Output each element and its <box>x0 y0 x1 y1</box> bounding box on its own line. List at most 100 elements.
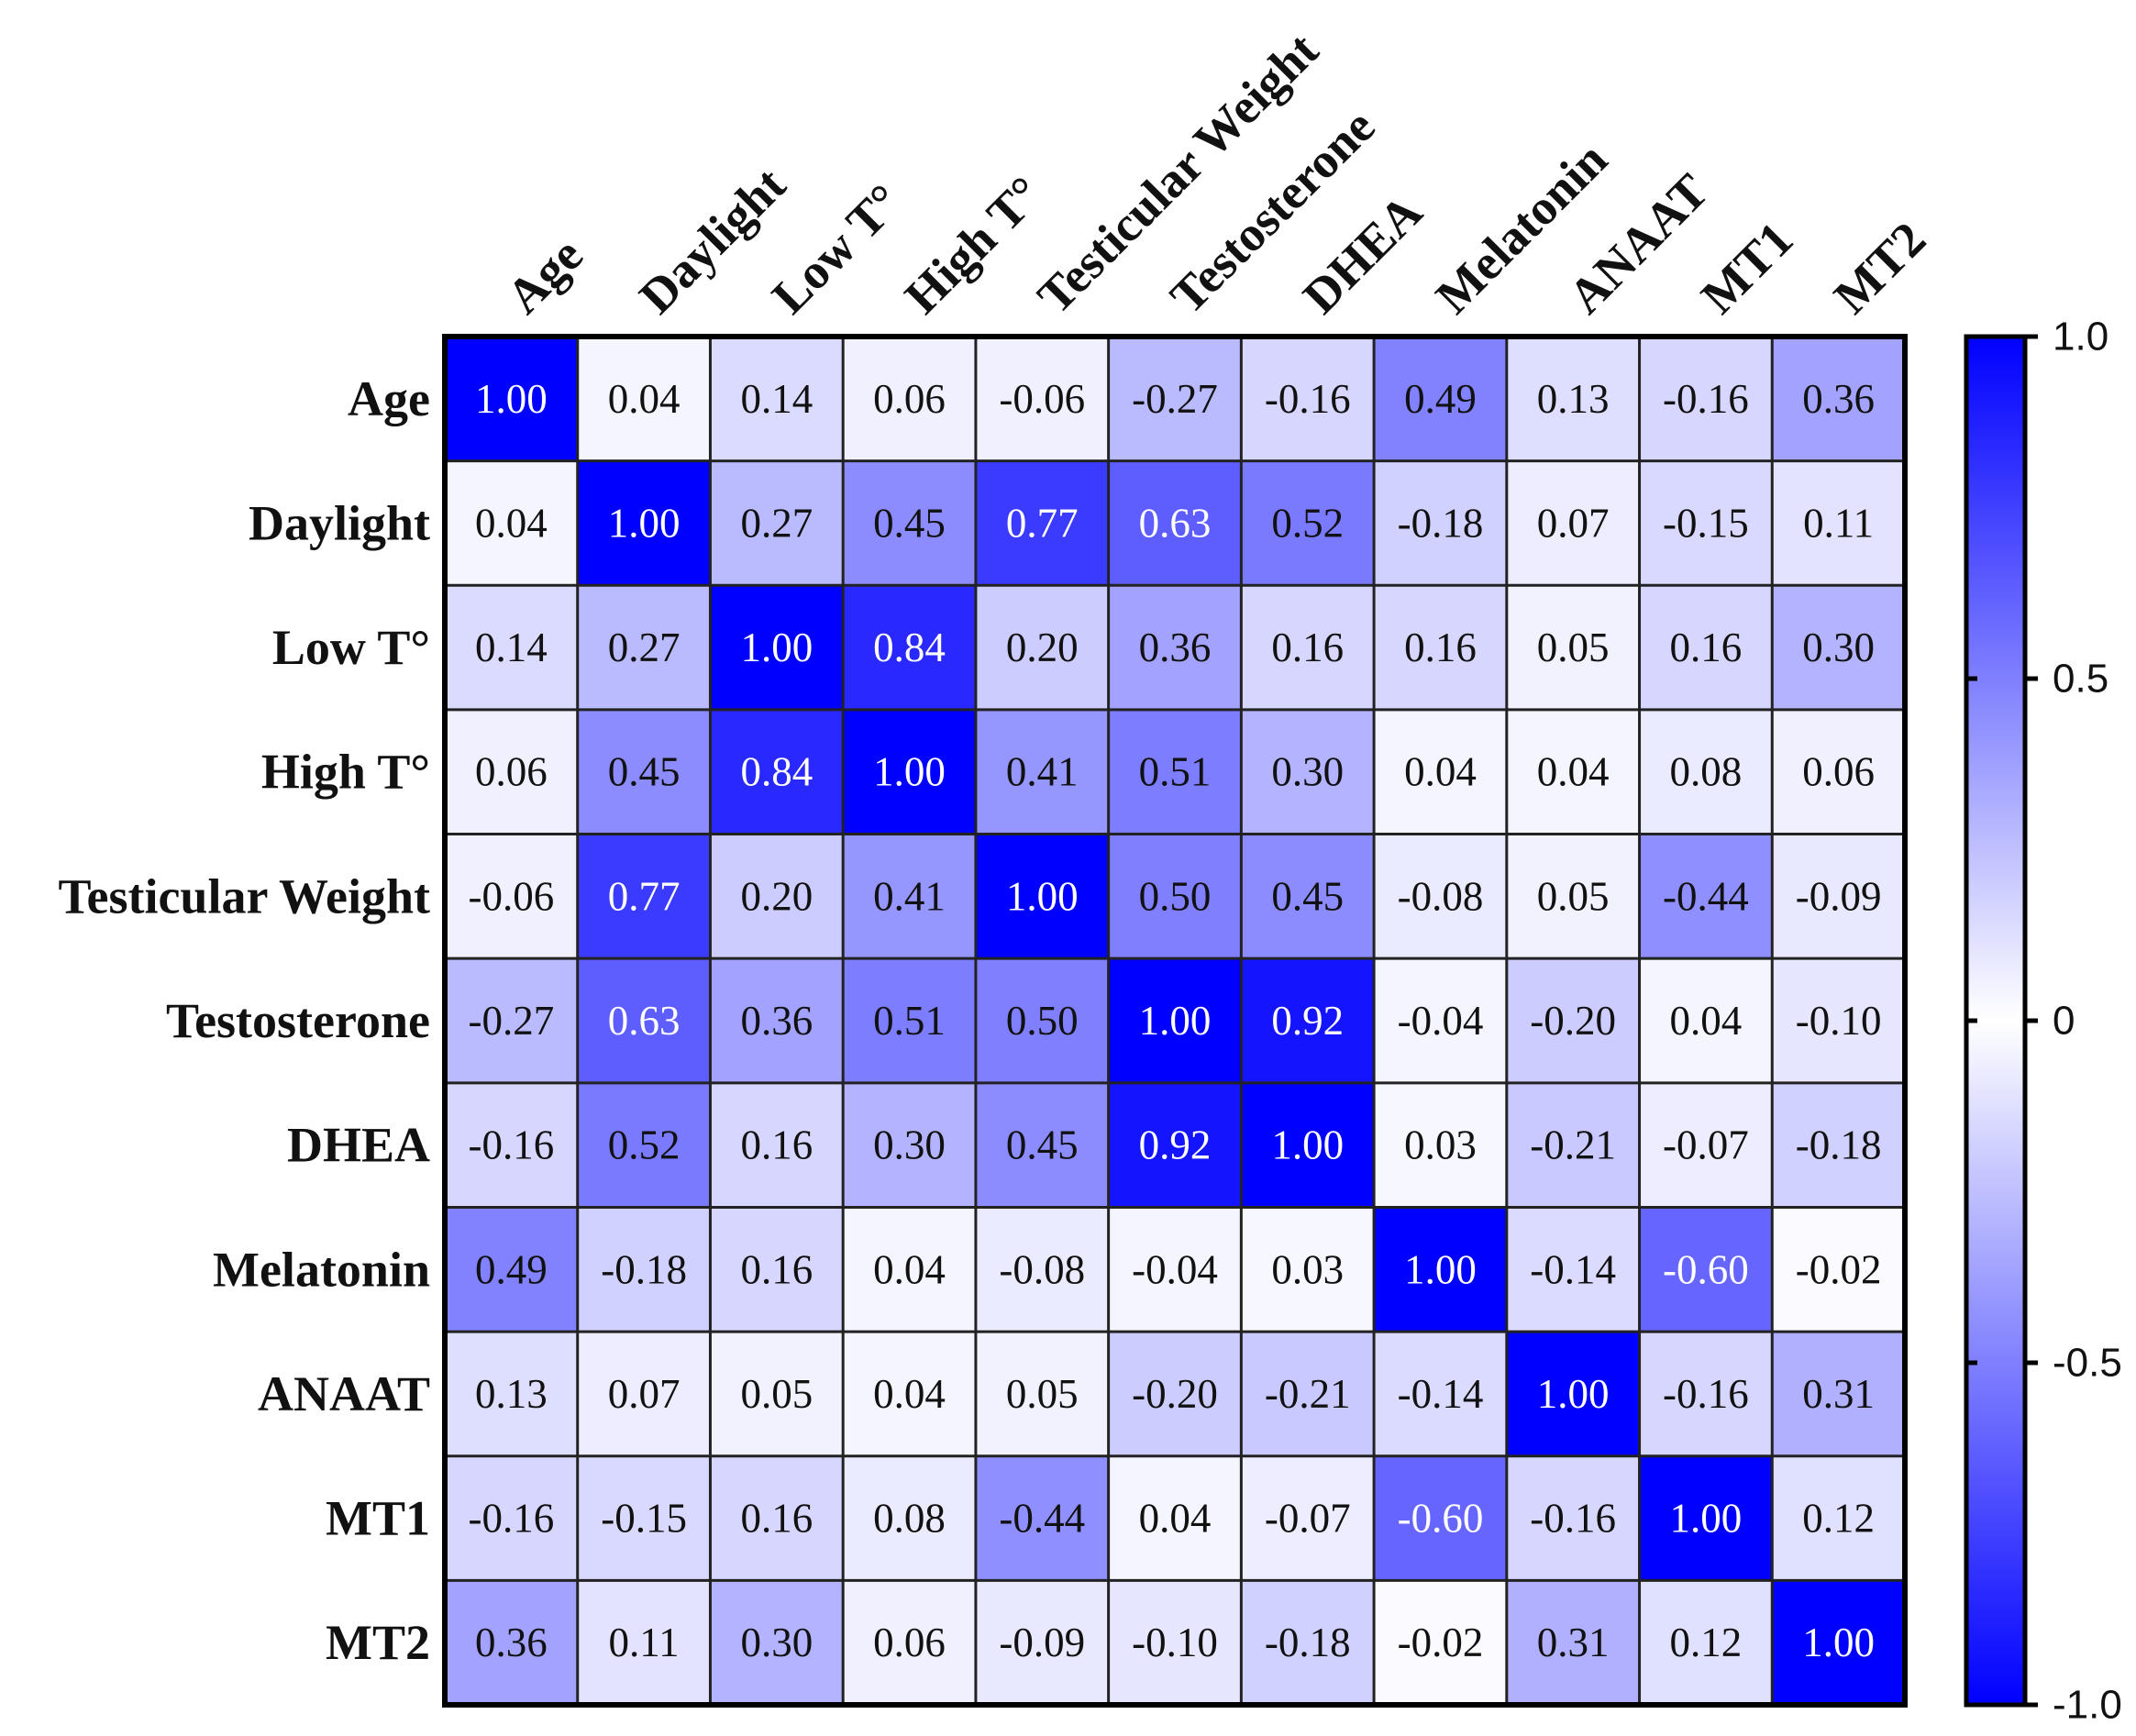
heatmap-cell <box>975 1580 1109 1705</box>
cell-value-label: 0.05 <box>740 1371 813 1417</box>
heatmap-cells: 1.00 0.04 0.14 0.06 -0.06 -0.27 -0.16 0.49 0.13 -… <box>445 337 1905 1705</box>
cell-value-label: -0.16 <box>1663 376 1749 422</box>
heatmap-cell <box>843 1332 976 1456</box>
heatmap-cell <box>710 585 844 710</box>
cell-value-label: 1.00 <box>1802 1620 1875 1665</box>
heatmap-cell <box>1108 1332 1242 1456</box>
cell-value-label: 1.00 <box>475 376 548 422</box>
heatmap-cell <box>1506 585 1640 710</box>
heatmap-cell <box>1374 1332 1507 1456</box>
heatmap-cell <box>1506 1082 1640 1208</box>
heatmap-cell <box>1374 1082 1507 1208</box>
cell-value-label: 0.50 <box>1006 998 1079 1044</box>
cell-value-label: 0.04 <box>608 376 681 422</box>
cell-value-label: 1.00 <box>608 500 681 546</box>
heatmap-cell <box>577 585 711 710</box>
heatmap-cell <box>1108 1455 1242 1581</box>
heatmap-cell <box>843 1082 976 1208</box>
cell-value-label: 1.00 <box>1006 873 1079 919</box>
heatmap-cell <box>1506 958 1640 1083</box>
cell-value-label: 1.00 <box>1537 1371 1610 1417</box>
colorbar-tick-label: -0.5 <box>2053 1341 2122 1386</box>
cell-value-label: 0.16 <box>740 1496 813 1542</box>
cell-value-label: -0.16 <box>1530 1496 1616 1542</box>
heatmap-cell <box>1506 337 1640 461</box>
cell-value-label: 0.30 <box>1271 749 1344 795</box>
cell-value-label: 0.16 <box>1271 625 1344 670</box>
cell-value-label: 1.00 <box>1271 1122 1344 1168</box>
cell-value-label: -0.18 <box>1265 1620 1351 1665</box>
cell-value-label: 0.14 <box>740 376 813 422</box>
cell-value-label: 0.77 <box>608 873 681 919</box>
heatmap-cell <box>975 1455 1109 1581</box>
cell-value-label: -0.10 <box>1132 1620 1218 1665</box>
row-label-testosterone: Testosterone <box>166 993 430 1048</box>
heatmap-cell <box>577 1580 711 1705</box>
heatmap-cell <box>1108 460 1242 586</box>
heatmap-cell <box>975 460 1109 586</box>
cell-value-label: -0.06 <box>468 873 554 919</box>
cell-value-label: 0.12 <box>1670 1620 1743 1665</box>
heatmap-cell <box>1772 1580 1905 1705</box>
heatmap-cell <box>1241 1332 1375 1456</box>
cell-value-label: 0.41 <box>1006 749 1079 795</box>
row-label-age: Age <box>348 371 430 426</box>
cell-value-label: 0.92 <box>1271 998 1344 1044</box>
cell-value-label: -0.16 <box>468 1496 554 1542</box>
cell-value-label: 0.12 <box>1802 1496 1875 1542</box>
heatmap-cell <box>1374 460 1507 586</box>
cell-value-label: 0.03 <box>1404 1122 1477 1168</box>
heatmap-cell <box>1772 337 1905 461</box>
heatmap-cell <box>975 709 1109 835</box>
heatmap-cell <box>445 1082 578 1208</box>
row-label-dhea: DHEA <box>287 1118 430 1173</box>
heatmap-cell <box>1639 709 1773 835</box>
heatmap-cell <box>1241 1207 1375 1332</box>
cell-value-label: 0.04 <box>873 1246 946 1292</box>
heatmap-cell <box>710 337 844 461</box>
row-label-mt2: MT2 <box>326 1615 430 1670</box>
cell-value-label: 0.20 <box>1006 625 1079 670</box>
cell-value-label: 0.92 <box>1139 1122 1212 1168</box>
heatmap-cell <box>975 834 1109 959</box>
cell-value-label: 0.84 <box>873 625 946 670</box>
heatmap-cell <box>577 1332 711 1456</box>
heatmap-cell <box>1639 834 1773 959</box>
cell-value-label: 0.16 <box>740 1246 813 1292</box>
cell-value-label: 0.07 <box>1537 500 1610 546</box>
heatmap-cell <box>1108 1207 1242 1332</box>
cell-value-label: 0.06 <box>873 376 946 422</box>
heatmap-cell <box>1772 585 1905 710</box>
heatmap-cell <box>710 460 844 586</box>
heatmap-border <box>442 334 1908 1708</box>
cell-value-label: 0.20 <box>740 873 813 919</box>
cell-value-label: 0.11 <box>1803 500 1874 546</box>
cell-value-label: -0.20 <box>1530 998 1616 1044</box>
heatmap-cell <box>1506 1207 1640 1332</box>
heatmap-cell <box>445 337 578 461</box>
cell-value-label: 0.05 <box>1537 625 1610 670</box>
cell-value-label: 0.36 <box>475 1620 548 1665</box>
cell-value-label: 1.00 <box>1404 1246 1477 1292</box>
cell-value-label: -0.02 <box>1796 1246 1882 1292</box>
cell-value-label: 0.08 <box>1670 749 1743 795</box>
heatmap-cell <box>445 834 578 959</box>
cell-value-label: -0.16 <box>468 1122 554 1168</box>
heatmap-cell <box>1639 460 1773 586</box>
row-label-low-t: Low T° <box>272 620 430 675</box>
heatmap-cell <box>445 709 578 835</box>
heatmap-cell <box>843 1580 976 1705</box>
cell-value-label: 1.00 <box>1139 998 1212 1044</box>
heatmap-cell <box>1772 1332 1905 1456</box>
cell-value-label: 0.16 <box>1670 625 1743 670</box>
cell-value-label: -0.10 <box>1796 998 1882 1044</box>
cell-value-label: 0.30 <box>873 1122 946 1168</box>
column-label-mt2: MT2 <box>1823 211 1936 324</box>
cell-value-label: 0.04 <box>1139 1496 1212 1542</box>
heatmap-cell <box>843 834 976 959</box>
heatmap-cell <box>1108 834 1242 959</box>
cell-value-label: 0.08 <box>873 1496 946 1542</box>
cell-value-label: -0.21 <box>1530 1122 1616 1168</box>
heatmap-cell <box>1241 337 1375 461</box>
